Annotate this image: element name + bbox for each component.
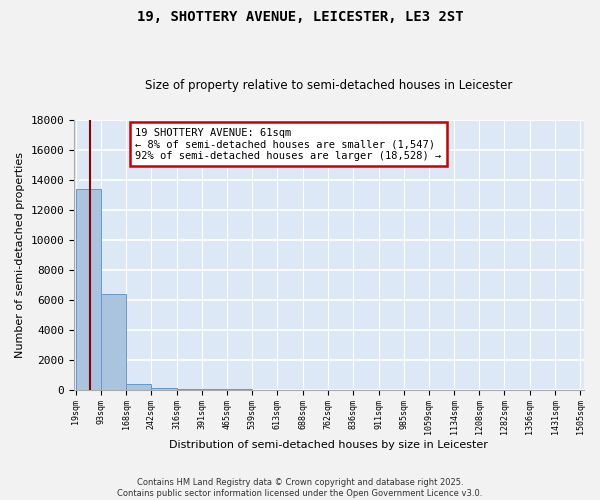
Y-axis label: Number of semi-detached properties: Number of semi-detached properties xyxy=(15,152,25,358)
Bar xyxy=(127,384,151,390)
Text: Contains HM Land Registry data © Crown copyright and database right 2025.
Contai: Contains HM Land Registry data © Crown c… xyxy=(118,478,482,498)
Bar xyxy=(151,388,176,390)
Text: 19, SHOTTERY AVENUE, LEICESTER, LE3 2ST: 19, SHOTTERY AVENUE, LEICESTER, LE3 2ST xyxy=(137,10,463,24)
Title: Size of property relative to semi-detached houses in Leicester: Size of property relative to semi-detach… xyxy=(145,79,512,92)
Bar xyxy=(76,188,101,390)
X-axis label: Distribution of semi-detached houses by size in Leicester: Distribution of semi-detached houses by … xyxy=(169,440,488,450)
Bar xyxy=(176,389,202,390)
Text: 19 SHOTTERY AVENUE: 61sqm
← 8% of semi-detached houses are smaller (1,547)
92% o: 19 SHOTTERY AVENUE: 61sqm ← 8% of semi-d… xyxy=(135,128,442,161)
Bar xyxy=(101,294,127,390)
